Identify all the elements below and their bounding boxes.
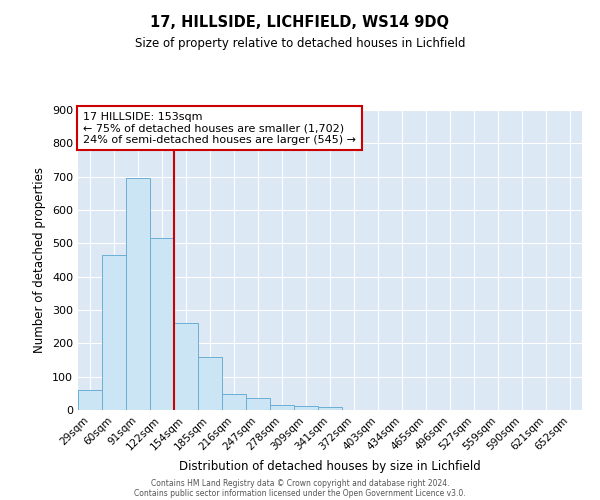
Y-axis label: Number of detached properties: Number of detached properties: [34, 167, 46, 353]
Bar: [270, 405, 294, 410]
Bar: [78, 390, 102, 410]
Text: Contains public sector information licensed under the Open Government Licence v3: Contains public sector information licen…: [134, 488, 466, 498]
Bar: [150, 238, 174, 410]
X-axis label: Distribution of detached houses by size in Lichfield: Distribution of detached houses by size …: [179, 460, 481, 473]
Bar: [222, 394, 246, 410]
Bar: [246, 398, 270, 410]
Bar: [198, 356, 222, 410]
Bar: [126, 178, 150, 410]
Bar: [174, 322, 198, 410]
Text: 17, HILLSIDE, LICHFIELD, WS14 9DQ: 17, HILLSIDE, LICHFIELD, WS14 9DQ: [151, 15, 449, 30]
Bar: [318, 408, 342, 410]
Bar: [102, 255, 126, 410]
Bar: [294, 406, 318, 410]
Text: 17 HILLSIDE: 153sqm
← 75% of detached houses are smaller (1,702)
24% of semi-det: 17 HILLSIDE: 153sqm ← 75% of detached ho…: [83, 112, 356, 144]
Text: Contains HM Land Registry data © Crown copyright and database right 2024.: Contains HM Land Registry data © Crown c…: [151, 478, 449, 488]
Text: Size of property relative to detached houses in Lichfield: Size of property relative to detached ho…: [135, 38, 465, 51]
